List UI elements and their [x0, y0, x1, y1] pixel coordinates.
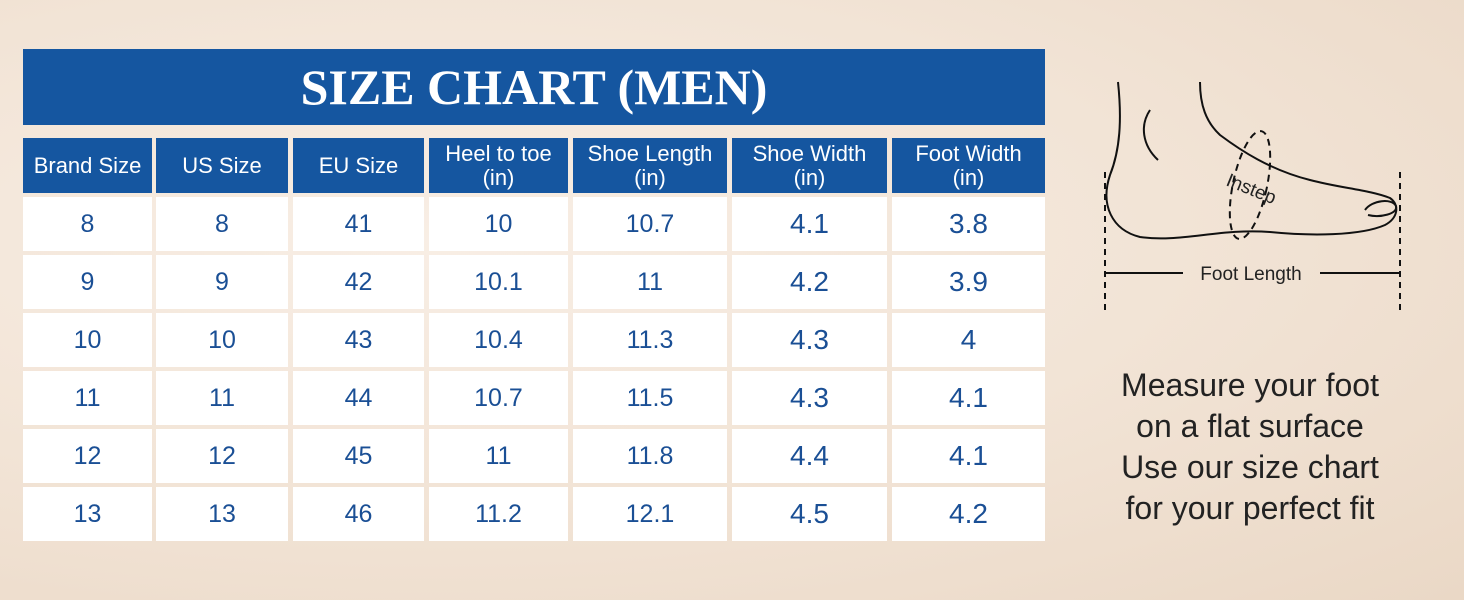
table-cell: 10 — [23, 313, 152, 367]
table-cell: 42 — [293, 255, 424, 309]
table-cell: 43 — [293, 313, 424, 367]
table-cell: 10 — [156, 313, 288, 367]
header-text: EU Size — [318, 152, 399, 178]
table-cell: 4.1 — [892, 429, 1045, 483]
table-cell: 9 — [156, 255, 288, 309]
instruction-line: on a flat surface — [1136, 408, 1364, 444]
title: SIZE CHART (MEN) — [23, 49, 1045, 125]
table-cell: 4.1 — [732, 197, 887, 251]
header-cell: EU Size — [293, 138, 424, 193]
table-cell: 4.2 — [732, 255, 887, 309]
header-text: (in) — [793, 164, 826, 190]
table-cell: 11 — [573, 255, 727, 309]
table-cell: 45 — [293, 429, 424, 483]
table-cell: 13 — [156, 487, 288, 541]
table-cell: 41 — [293, 197, 424, 251]
table-cell: 11.2 — [429, 487, 568, 541]
header-text: Heel to toe — [445, 140, 552, 166]
header-cell: US Size — [156, 138, 288, 193]
table-cell: 10.7 — [573, 197, 727, 251]
table-cell: 12.1 — [573, 487, 727, 541]
table-cell: 11 — [429, 429, 568, 483]
table-cell: 10.1 — [429, 255, 568, 309]
header-text: (in) — [634, 164, 666, 190]
table-cell: 11.8 — [573, 429, 727, 483]
table-cell: 11.3 — [573, 313, 727, 367]
table-cell: 4.3 — [732, 313, 887, 367]
table-cell: 8 — [156, 197, 288, 251]
header-text: US Size — [182, 152, 262, 178]
table-cell: 3.8 — [892, 197, 1045, 251]
instruction-line: Use our size chart — [1121, 449, 1379, 485]
table-cell: 3.9 — [892, 255, 1045, 309]
header-cell: Shoe Width (in) — [732, 138, 887, 193]
header-text: Brand Size — [33, 152, 142, 178]
table-cell: 13 — [23, 487, 152, 541]
instruction-line: for your perfect fit — [1125, 490, 1375, 526]
ankle-line — [1142, 109, 1159, 161]
table-cell: 12 — [23, 429, 152, 483]
table-cell: 8 — [23, 197, 152, 251]
header-text: Foot Width — [915, 140, 1022, 166]
table-cell: 4.5 — [732, 487, 887, 541]
table-cell: 11 — [23, 371, 152, 425]
foot-length-label: Foot Length — [1200, 264, 1301, 285]
instep-loop — [1228, 130, 1272, 240]
table-cell: 4.3 — [732, 371, 887, 425]
table-cell: 44 — [293, 371, 424, 425]
instruction-line: Measure your foot — [1121, 367, 1379, 403]
table-cell: 4.2 — [892, 487, 1045, 541]
header-cell: Foot Width (in) — [892, 138, 1045, 193]
table-cell: 46 — [293, 487, 424, 541]
header-text: (in) — [482, 164, 515, 190]
header-text: Shoe Width — [752, 140, 867, 166]
table-cell: 10.7 — [429, 371, 568, 425]
toenail — [1364, 200, 1398, 217]
instep-label: Instep — [1223, 170, 1279, 209]
table-cell: 10.4 — [429, 313, 568, 367]
table-cell: 4.4 — [732, 429, 887, 483]
table-cell: 9 — [23, 255, 152, 309]
header-cell: Heel to toe (in) — [429, 138, 568, 193]
foot-outline — [1105, 81, 1398, 240]
table-cell: 11 — [156, 371, 288, 425]
table-cell: 4.1 — [892, 371, 1045, 425]
header-text: (in) — [952, 164, 985, 190]
table-cell: 11.5 — [573, 371, 727, 425]
instructions: Measure your foot on a flat surface Use ou… — [1060, 365, 1440, 529]
table-cell: 12 — [156, 429, 288, 483]
table-cell: 4 — [892, 313, 1045, 367]
header-cell: Brand Size — [23, 138, 152, 193]
header-text: Shoe Length — [587, 140, 713, 166]
header-cell: Shoe Length (in) — [573, 138, 727, 193]
table-cell: 10 — [429, 197, 568, 251]
